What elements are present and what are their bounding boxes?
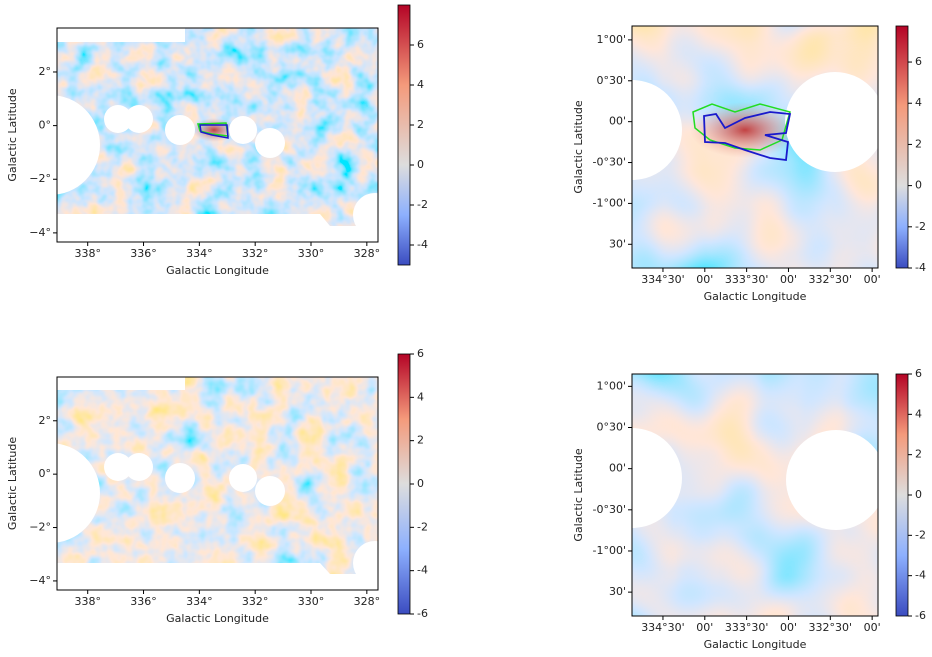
x-tick-label: 332°30' [809,273,853,286]
y-tick-label: 2° [39,414,52,427]
x-tick-label: 328° [354,247,381,260]
x-axis-label: Galactic Longitude [704,290,807,303]
colorbar-tick-label: 2 [417,434,424,447]
y-tick-label: −4° [29,226,51,239]
x-tick-label: 00' [780,621,797,634]
x-tick-label: 332° [242,247,269,260]
x-tick-label: 330° [298,247,325,260]
map-image [582,374,886,616]
x-tick-label: 00' [696,273,713,286]
colorbar-tick-label: 0 [915,488,922,501]
y-tick-label: 00' [609,462,626,475]
colorbar-tick-label: -6 [915,609,926,622]
x-tick-label: 00' [696,621,713,634]
map-image [582,26,885,268]
colorbar-tick-label: 6 [915,55,922,68]
y-tick-label: -0°30' [593,156,627,169]
colorbar-tick-label: 6 [417,38,424,51]
map-image [0,377,397,590]
colorbar [397,4,411,266]
x-tick-label: 334° [186,247,213,260]
plot-frame [56,27,379,243]
colorbar [895,373,909,617]
plot-frame [56,376,379,591]
y-tick-label: -1°00' [593,544,627,557]
colorbar-tick-label: 4 [417,390,424,403]
colorbar-tick-label: 4 [915,96,922,109]
x-axis-label: Galactic Longitude [704,638,807,651]
y-tick-label: 1°00' [596,33,626,46]
colorbar-tick-label: 4 [417,78,424,91]
colorbar-tick-label: 2 [915,448,922,461]
x-axis-label: Galactic Longitude [166,612,269,625]
map-image [0,28,397,242]
x-tick-label: 00' [864,273,881,286]
colorbar-tick-label: 6 [915,367,922,380]
colorbar-tick-label: -2 [417,520,428,533]
y-tick-label: 30' [609,585,626,598]
y-tick-label: 0°30' [596,421,626,434]
y-tick-label: 00' [609,115,626,128]
x-tick-label: 338° [74,595,101,608]
colorbar-tick-label: -4 [915,569,926,582]
y-tick-label: 2° [39,65,52,78]
x-tick-label: 332° [242,595,269,608]
x-tick-label: 330° [298,595,325,608]
colorbar-tick-label: -2 [915,528,926,541]
x-tick-label: 00' [864,621,881,634]
plot-frame [631,373,879,617]
colorbar-tick-label: 2 [417,118,424,131]
colorbar [895,25,909,269]
x-axis-label: Galactic Longitude [166,264,269,277]
colorbar-tick-label: -6 [417,607,428,620]
colorbar-tick-label: 4 [915,407,922,420]
x-tick-label: 328° [354,595,381,608]
y-tick-label: −4° [29,574,51,587]
y-tick-label: 0° [39,119,52,132]
colorbar-tick-label: 6 [417,347,424,360]
x-tick-label: 336° [130,595,157,608]
plot-frame [631,25,879,269]
y-tick-label: 30' [609,237,626,250]
y-axis-label: Galactic Latitude [6,437,19,531]
x-tick-label: 334° [186,595,213,608]
colorbar [397,353,411,615]
y-axis-label: Galactic Latitude [6,88,19,182]
colorbar-tick-label: 0 [417,477,424,490]
y-tick-label: -0°30' [593,503,627,516]
y-axis-label: Galactic Latitude [572,448,585,542]
y-axis-label: Galactic Latitude [572,100,585,194]
x-tick-label: 338° [74,247,101,260]
x-tick-label: 00' [780,273,797,286]
x-tick-label: 333°30' [725,273,769,286]
x-tick-label: 332°30' [809,621,853,634]
x-tick-label: 333°30' [725,621,769,634]
colorbar-tick-label: 0 [915,179,922,192]
y-tick-label: −2° [29,172,51,185]
y-tick-label: −2° [29,521,51,534]
colorbar-tick-label: 2 [915,137,922,150]
colorbar-tick-label: -4 [417,564,428,577]
colorbar-tick-label: -2 [915,220,926,233]
y-tick-label: 1°00' [596,379,626,392]
x-tick-label: 334°30' [641,621,685,634]
colorbar-tick-label: -4 [915,261,926,274]
y-tick-label: -1°00' [593,196,627,209]
colorbar-tick-label: -4 [417,238,428,251]
colorbar-tick-label: 0 [417,158,424,171]
y-tick-label: 0°30' [596,74,626,87]
x-tick-label: 334°30' [641,273,685,286]
colorbar-tick-label: -2 [417,198,428,211]
y-tick-label: 0° [39,467,52,480]
x-tick-label: 336° [130,247,157,260]
